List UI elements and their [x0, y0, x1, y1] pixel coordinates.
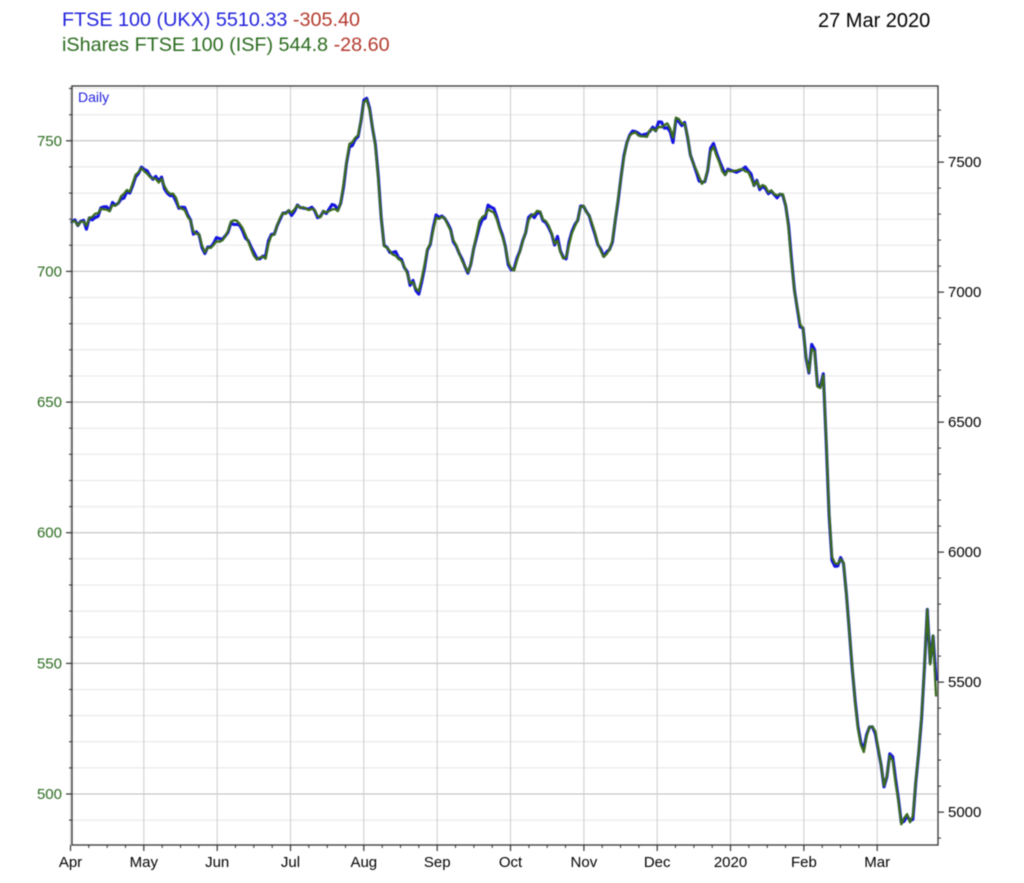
svg-text:Aug: Aug: [350, 854, 377, 871]
svg-text:Feb: Feb: [791, 854, 817, 871]
svg-text:Apr: Apr: [59, 854, 82, 871]
svg-text:May: May: [130, 854, 159, 871]
svg-text:Jul: Jul: [281, 854, 300, 871]
svg-text:Nov: Nov: [571, 854, 598, 871]
svg-text:2020: 2020: [714, 854, 747, 871]
svg-text:7000: 7000: [948, 284, 981, 301]
svg-text:5500: 5500: [948, 674, 981, 691]
svg-text:650: 650: [37, 394, 62, 411]
svg-text:500: 500: [37, 786, 62, 803]
svg-text:5000: 5000: [948, 804, 981, 821]
svg-text:Daily: Daily: [78, 89, 109, 105]
svg-text:7500: 7500: [948, 154, 981, 171]
svg-text:750: 750: [37, 133, 62, 150]
svg-text:Jun: Jun: [205, 854, 229, 871]
svg-text:600: 600: [37, 525, 62, 542]
svg-text:550: 550: [37, 655, 62, 672]
svg-text:Dec: Dec: [644, 854, 671, 871]
svg-text:700: 700: [37, 263, 62, 280]
svg-text:6500: 6500: [948, 414, 981, 431]
svg-text:6000: 6000: [948, 544, 981, 561]
svg-text:Sep: Sep: [424, 854, 451, 871]
svg-text:Mar: Mar: [864, 854, 890, 871]
svg-text:Oct: Oct: [499, 854, 523, 871]
